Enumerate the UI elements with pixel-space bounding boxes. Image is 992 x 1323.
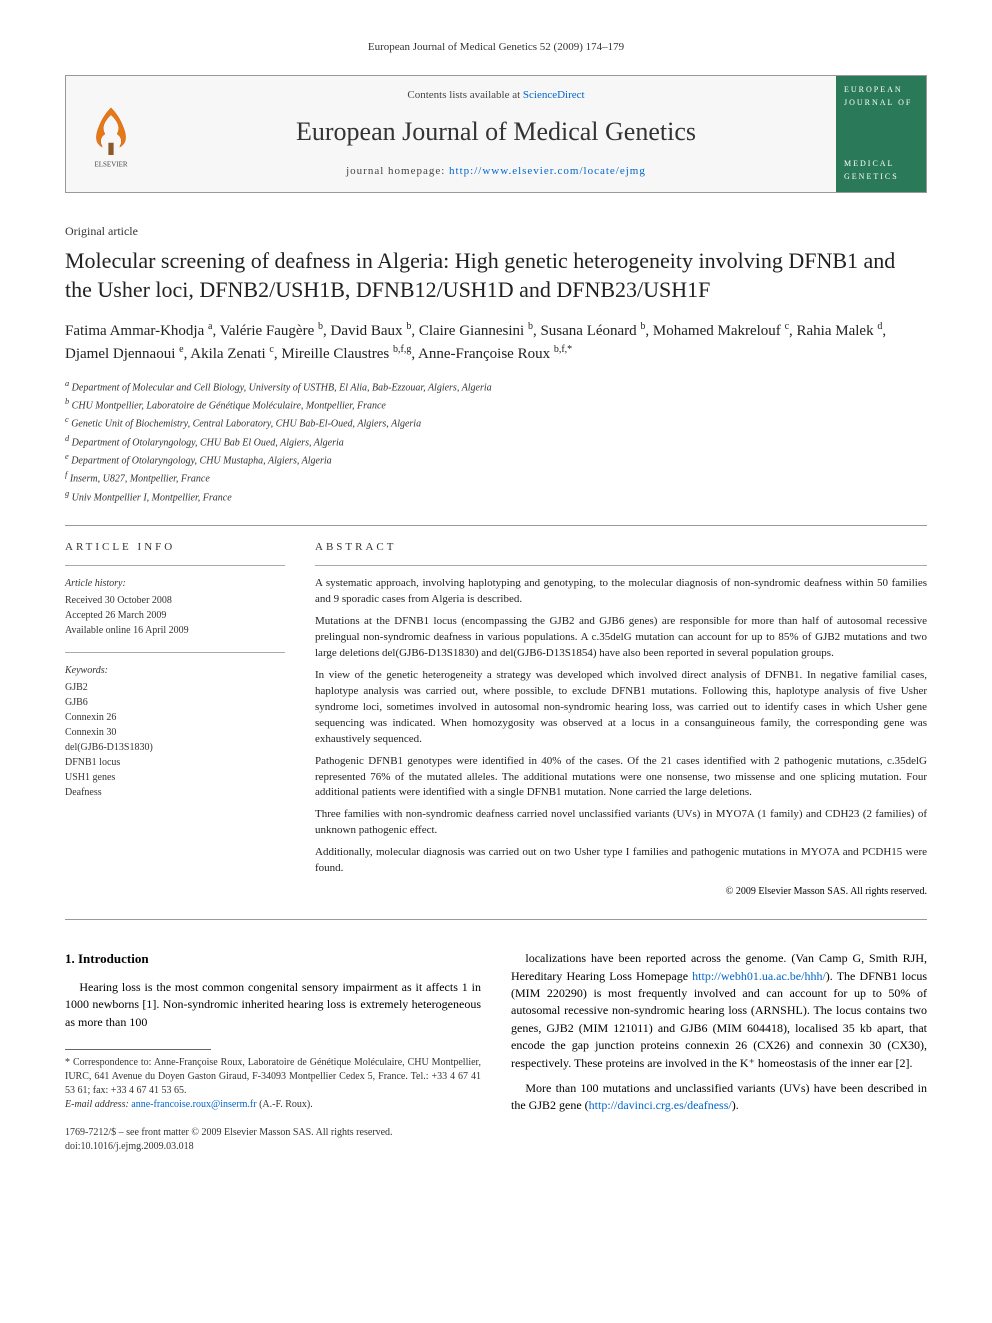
hhh-link[interactable]: http://webh01.ua.ac.be/hhh/: [692, 969, 826, 983]
rule-above-info: [65, 525, 927, 526]
history-line: Received 30 October 2008: [65, 593, 285, 608]
corresponding-email-link[interactable]: anne-francoise.roux@inserm.fr: [131, 1099, 256, 1110]
article-info-label: ARTICLE INFO: [65, 540, 285, 555]
email-line: E-mail address: anne-francoise.roux@inse…: [65, 1098, 481, 1112]
svg-text:ELSEVIER: ELSEVIER: [94, 160, 127, 168]
intro-paragraph-left: Hearing loss is the most common congenit…: [65, 979, 481, 1031]
left-column: 1. Introduction Hearing loss is the most…: [65, 950, 481, 1154]
right-p2-b: ).: [732, 1098, 739, 1112]
correspondence-label: * Correspondence to:: [65, 1057, 151, 1068]
elsevier-tree-icon: ELSEVIER: [76, 99, 146, 169]
abstract: ABSTRACT A systematic approach, involvin…: [315, 540, 927, 899]
footnotes: * Correspondence to: Anne-Françoise Roux…: [65, 1056, 481, 1112]
banner-center: Contents lists available at ScienceDirec…: [156, 76, 836, 191]
abstract-paragraph: Mutations at the DFNB1 locus (encompassi…: [315, 614, 927, 662]
footnote-separator: [65, 1049, 211, 1050]
journal-banner: ELSEVIER Contents lists available at Sci…: [65, 75, 927, 192]
affiliation-line: g Univ Montpellier I, Montpellier, Franc…: [65, 488, 927, 505]
keywords-block: Keywords: GJB2GJB6Connexin 26Connexin 30…: [65, 663, 285, 800]
keyword: Deafness: [65, 785, 285, 800]
abstract-label: ABSTRACT: [315, 540, 927, 555]
keyword: DFNB1 locus: [65, 755, 285, 770]
email-author-suffix: (A.-F. Roux).: [259, 1099, 313, 1110]
abstract-paragraph: A systematic approach, involving haploty…: [315, 576, 927, 608]
history-line: Available online 16 April 2009: [65, 623, 285, 638]
section-heading-introduction: 1. Introduction: [65, 950, 481, 969]
affiliation-line: e Department of Otolaryngology, CHU Must…: [65, 451, 927, 468]
deafness-db-link[interactable]: http://davinci.crg.es/deafness/: [589, 1098, 732, 1112]
article-title: Molecular screening of deafness in Alger…: [65, 247, 927, 304]
article-info: ARTICLE INFO Article history: Received 3…: [65, 540, 285, 899]
page: European Journal of Medical Genetics 52 …: [0, 0, 992, 1194]
journal-name: European Journal of Medical Genetics: [166, 114, 826, 150]
abstract-copyright: © 2009 Elsevier Masson SAS. All rights r…: [315, 885, 927, 899]
authors-list: Fatima Ammar-Khodja a, Valérie Faugère b…: [65, 319, 927, 366]
footer-meta: 1769-7212/$ – see front matter © 2009 El…: [65, 1126, 481, 1154]
info-rule-2: [65, 652, 285, 653]
contents-prefix: Contents lists available at: [407, 89, 522, 101]
history-heading: Article history:: [65, 576, 285, 591]
abstract-rule: [315, 565, 927, 566]
doi-line: doi:10.1016/j.ejmg.2009.03.018: [65, 1140, 481, 1154]
right-p1-b: ). The DFNB1 locus (MIM 220290) is most …: [511, 969, 927, 1070]
keyword: USH1 genes: [65, 770, 285, 785]
correspondence-note: * Correspondence to: Anne-Françoise Roux…: [65, 1056, 481, 1098]
journal-homepage-line: journal homepage: http://www.elsevier.co…: [166, 164, 826, 179]
publisher-logo-cell: ELSEVIER: [66, 76, 156, 191]
keyword: Connexin 30: [65, 725, 285, 740]
cover-title-bottom: MEDICAL GENETICS: [844, 158, 918, 184]
intro-paragraph-right-2: More than 100 mutations and unclassified…: [511, 1080, 927, 1115]
abstract-paragraph: Additionally, molecular diagnosis was ca…: [315, 845, 927, 877]
info-abstract-row: ARTICLE INFO Article history: Received 3…: [65, 540, 927, 899]
email-label: E-mail address:: [65, 1099, 129, 1110]
abstract-paragraph: In view of the genetic heterogeneity a s…: [315, 668, 927, 748]
running-header: European Journal of Medical Genetics 52 …: [65, 40, 927, 55]
abstract-text: A systematic approach, involving haploty…: [315, 576, 927, 877]
affiliation-line: a Department of Molecular and Cell Biolo…: [65, 378, 927, 395]
homepage-prefix: journal homepage:: [346, 165, 449, 177]
affiliations: a Department of Molecular and Cell Biolo…: [65, 378, 927, 505]
keyword: GJB6: [65, 695, 285, 710]
cover-title-top: EUROPEAN JOURNAL OF: [844, 84, 918, 110]
journal-cover-thumb: EUROPEAN JOURNAL OF MEDICAL GENETICS: [836, 76, 926, 191]
sciencedirect-link[interactable]: ScienceDirect: [523, 89, 585, 101]
journal-homepage-link[interactable]: http://www.elsevier.com/locate/ejmg: [449, 165, 646, 177]
article-history: Article history: Received 30 October 200…: [65, 576, 285, 638]
body-columns: 1. Introduction Hearing loss is the most…: [65, 950, 927, 1154]
keywords-heading: Keywords:: [65, 663, 285, 678]
abstract-paragraph: Pathogenic DFNB1 genotypes were identifi…: [315, 754, 927, 802]
affiliation-line: f Inserm, U827, Montpellier, France: [65, 469, 927, 486]
info-rule: [65, 565, 285, 566]
keyword: Connexin 26: [65, 710, 285, 725]
contents-available-line: Contents lists available at ScienceDirec…: [166, 88, 826, 103]
intro-paragraph-right-1: localizations have been reported across …: [511, 950, 927, 1072]
article-type: Original article: [65, 223, 927, 240]
front-matter-line: 1769-7212/$ – see front matter © 2009 El…: [65, 1126, 481, 1140]
rule-below-abstract: [65, 919, 927, 920]
history-line: Accepted 26 March 2009: [65, 608, 285, 623]
keyword: GJB2: [65, 680, 285, 695]
affiliation-line: d Department of Otolaryngology, CHU Bab …: [65, 433, 927, 450]
abstract-paragraph: Three families with non-syndromic deafne…: [315, 807, 927, 839]
affiliation-line: b CHU Montpellier, Laboratoire de Généti…: [65, 396, 927, 413]
right-column: localizations have been reported across …: [511, 950, 927, 1154]
keyword: del(GJB6-D13S1830): [65, 740, 285, 755]
affiliation-line: c Genetic Unit of Biochemistry, Central …: [65, 414, 927, 431]
